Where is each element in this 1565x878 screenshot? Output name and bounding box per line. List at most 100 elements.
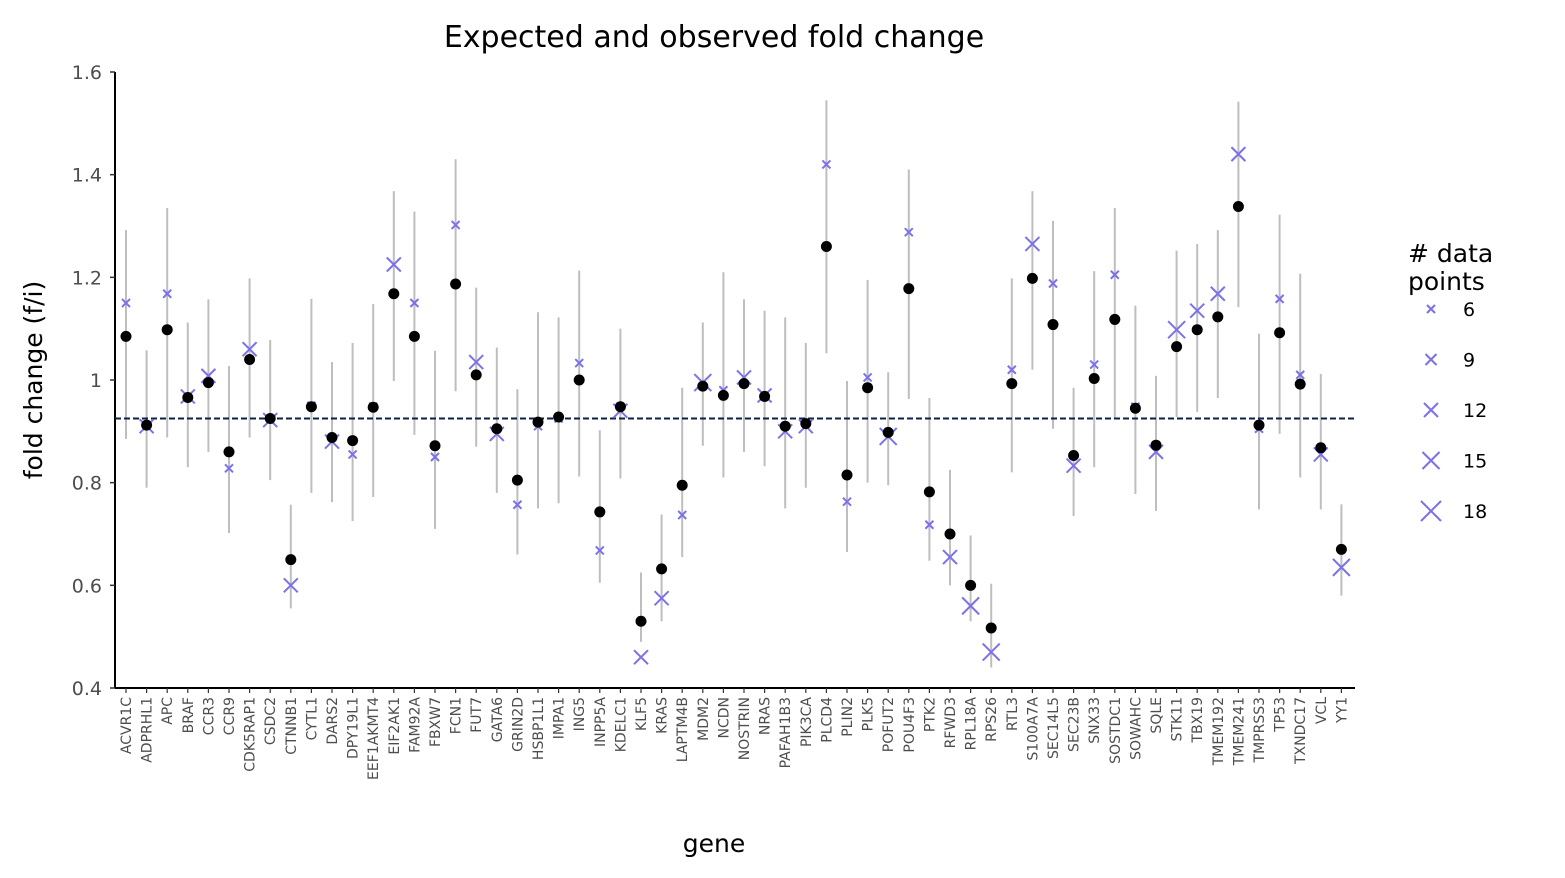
x-tick-label: LAPTM4B [675, 697, 691, 762]
observed-point [511, 474, 523, 486]
x-tick-label: CCR3 [201, 697, 217, 735]
expected-point-stroke-b [633, 649, 649, 665]
y-tick-label: 1.6 [72, 62, 102, 84]
observed-point [553, 411, 565, 423]
expected-point-stroke-b [1230, 146, 1247, 162]
x-tick-label: EEF1AKMT4 [366, 697, 382, 780]
x-tick-label: PIK3CA [799, 697, 815, 747]
expected-point-stroke-b [468, 354, 484, 370]
observed-point [1047, 319, 1059, 331]
observed-point [1294, 378, 1306, 390]
expected-point [904, 227, 914, 237]
x-tick-label: TBX19 [1190, 697, 1206, 744]
legend-marker [1423, 402, 1439, 418]
x-tick-label: STK11 [1170, 697, 1186, 741]
expected-point-stroke-b [347, 449, 358, 460]
x-tick-label: PLIN2 [840, 697, 856, 737]
y-tick-label: 0.4 [72, 678, 102, 700]
expected-point [347, 449, 358, 460]
expected-point [1048, 278, 1058, 289]
expected-point [512, 500, 523, 510]
x-tick-label: RTL3 [1005, 697, 1021, 731]
expected-point [574, 358, 584, 368]
expected-point [468, 354, 484, 370]
expected-point [224, 463, 234, 474]
x-tick-label: GRIN2D [510, 697, 526, 752]
expected-point [1065, 458, 1082, 474]
y-tick-label: 1.4 [72, 165, 102, 187]
observed-point [944, 528, 956, 540]
x-tick-label: KRAS [655, 697, 671, 734]
observed-point [223, 446, 235, 458]
legend-label: 18 [1463, 501, 1487, 523]
x-tick-label: CYTL1 [304, 697, 320, 740]
x-tick-label: BRAF [181, 697, 197, 733]
observed-point [759, 390, 771, 402]
observed-point [1335, 543, 1347, 555]
observed-point [779, 420, 791, 432]
x-tick-label: POU4F3 [902, 697, 918, 753]
legend-marker-stroke-b [1423, 402, 1439, 418]
expected-point [430, 452, 440, 462]
legend-marker-stroke-b [1426, 304, 1436, 314]
x-tick-label: YY1 [1334, 697, 1350, 724]
observed-point [676, 479, 688, 491]
observed-point [697, 380, 709, 392]
expected-point-stroke-b [1332, 558, 1351, 577]
observed-point [141, 419, 153, 431]
x-tick-label: CDK5RAP1 [243, 697, 259, 772]
expected-point-stroke-b [283, 577, 299, 594]
expected-point [450, 220, 461, 230]
expected-point [1230, 146, 1247, 162]
y-tick-label: 0.6 [72, 575, 102, 597]
x-tick-label: CSDC2 [263, 697, 279, 745]
expected-point-stroke-b [1110, 270, 1120, 280]
observed-point [120, 330, 132, 342]
observed-point [305, 401, 317, 413]
x-tick-label: POFUT2 [881, 697, 897, 752]
expected-point-stroke-b [1189, 302, 1205, 319]
x-tick-label: SEC14L5 [1046, 697, 1062, 759]
expected-point-stroke-b [1274, 294, 1285, 304]
observed-point [161, 324, 173, 336]
observed-point [264, 413, 276, 424]
x-tick-label: INPP5A [593, 697, 609, 747]
expected-point [283, 577, 299, 594]
observed-point [1129, 402, 1141, 414]
expected-point [1332, 558, 1351, 577]
legend-title-line-2: points [1408, 267, 1485, 296]
observed-point [326, 431, 338, 443]
x-tick-label: KLF5 [634, 697, 650, 731]
observed-point [408, 330, 420, 342]
expected-point [1024, 236, 1041, 252]
expected-point-stroke-b [1089, 359, 1099, 370]
x-tick-label: FUT7 [469, 697, 485, 733]
expected-point-stroke-b [653, 590, 670, 606]
expected-point-stroke-b [241, 341, 258, 357]
y-tick-label: 1.2 [72, 267, 102, 289]
x-tick-label: SEC23B [1067, 697, 1083, 752]
expected-point-stroke-b [821, 159, 832, 170]
observed-point [862, 382, 874, 394]
legend-marker [1424, 353, 1438, 366]
legend-label: 6 [1463, 299, 1475, 321]
y-tick-label: 1 [90, 370, 102, 392]
expected-point [1189, 302, 1205, 319]
x-tick-label: NCDN [716, 697, 732, 739]
x-tick-label: APC [160, 697, 176, 725]
x-tick-label: CTNNB1 [284, 697, 300, 755]
observed-point [882, 426, 894, 438]
expected-point-stroke-b [1295, 370, 1305, 380]
observed-point [841, 469, 853, 481]
x-tick-label: TP53 [1273, 697, 1289, 733]
x-tick-label: KDELC1 [613, 697, 629, 752]
expected-point-stroke-b [1065, 458, 1082, 474]
expected-point-stroke-b [430, 452, 440, 462]
expected-point [1274, 294, 1285, 304]
x-tick-label: RPS26 [984, 697, 1000, 742]
legend-marker-stroke-b [1424, 353, 1438, 366]
observed-point [450, 278, 462, 290]
observed-point [820, 241, 832, 253]
